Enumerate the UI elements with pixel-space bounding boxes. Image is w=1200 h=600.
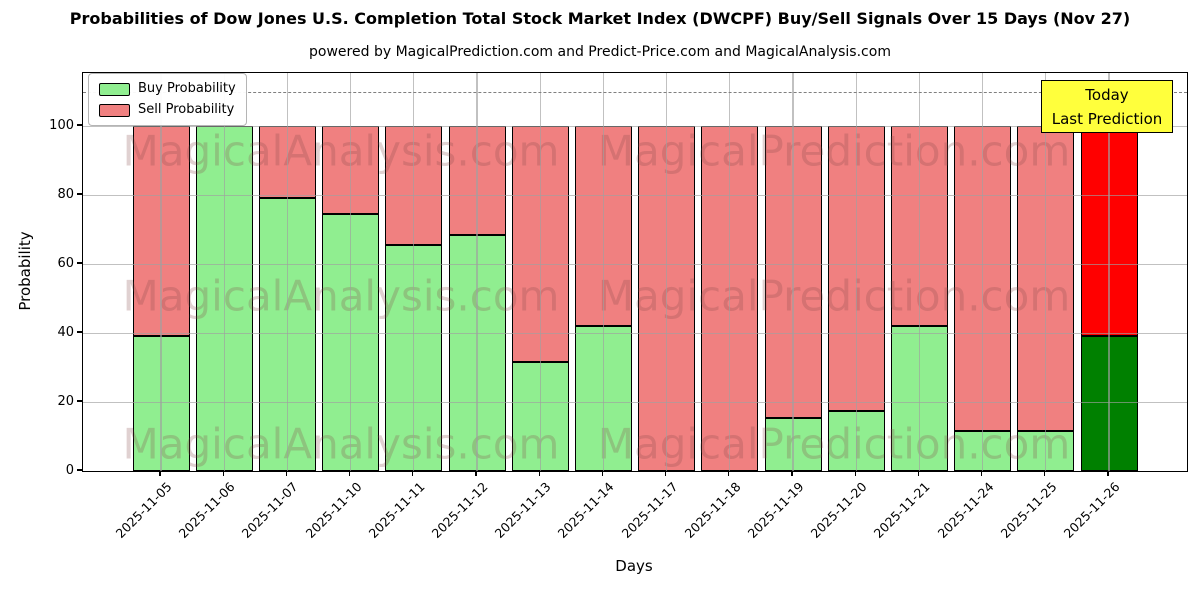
legend-swatch-buy-icon [99,82,130,96]
legend-label-buy: Buy Probability [138,81,236,96]
legend-swatch-sell-icon [99,103,130,117]
x-tick-label: 2025-11-24 [934,479,997,541]
x-tick-mark [348,471,351,477]
x-tick-label: 2025-11-05 [112,479,175,541]
x-tick-label: 2025-11-14 [555,479,617,541]
legend-label-sell: Sell Probability [138,102,235,117]
x-tick-mark [412,471,414,477]
legend: Buy Probability Sell Probability [88,73,247,126]
chart-title: Probabilities of Dow Jones U.S. Completi… [69,9,1131,28]
x-tick-mark [791,471,793,477]
watermark-text: MagicalAnalysis.com [122,126,560,176]
v-gridline [350,73,352,471]
x-tick-mark [917,471,920,477]
x-tick-mark [159,471,161,477]
v-gridline [666,73,668,471]
v-gridline [729,73,731,471]
y-tick-label: 20 [57,393,74,409]
watermark-text: MagicalPrediction.com [597,271,1071,321]
y-tick-mark [76,262,82,264]
legend-item-sell: Sell Probability [99,102,236,118]
v-gridline [160,73,162,471]
x-tick-mark [664,471,667,477]
x-tick-label: 2025-11-07 [239,479,301,541]
y-tick-label: 100 [49,117,74,133]
y-tick-mark [76,400,82,402]
x-tick-label: 2025-11-20 [807,479,870,541]
x-tick-mark [854,471,856,477]
v-gridline [982,73,984,471]
v-gridline [1045,73,1047,471]
x-tick-mark [601,471,604,477]
y-tick-mark [76,331,82,333]
v-gridline [539,73,541,471]
y-tick-mark [76,469,82,471]
v-gridline [476,73,478,471]
h-gridline [83,126,1187,128]
watermark-text: MagicalAnalysis.com [122,271,560,321]
x-tick-mark [222,471,224,477]
v-gridline [602,73,604,471]
y-tick-mark [76,193,82,195]
x-tick-label: 2025-11-11 [365,479,428,541]
x-tick-mark [538,471,540,477]
watermark-text: MagicalPrediction.com [597,419,1071,469]
x-tick-label: 2025-11-06 [175,479,238,541]
v-gridline [1108,73,1110,471]
watermark-text: MagicalAnalysis.com [122,419,560,469]
x-tick-label: 2025-11-13 [491,479,554,541]
x-tick-mark [1107,471,1109,477]
dashed-reference-line [83,91,1187,93]
v-gridline [413,73,415,471]
x-axis-label: Days [615,557,653,575]
x-tick-mark [980,471,983,477]
h-gridline [83,402,1187,404]
today-annotation-line2: Last Prediction [1051,109,1163,128]
watermark-text: MagicalPrediction.com [597,126,1071,176]
h-gridline [83,264,1187,266]
x-tick-label: 2025-11-19 [744,479,807,541]
x-tick-mark [475,471,477,477]
v-gridline [855,73,857,471]
y-tick-label: 80 [57,186,74,202]
x-tick-label: 2025-11-17 [618,479,681,541]
y-tick-label: 40 [57,324,74,340]
today-annotation: Today Last Prediction [1041,80,1173,133]
x-tick-label: 2025-11-12 [428,479,491,541]
h-gridline [83,195,1187,197]
today-annotation-line1: Today [1085,85,1129,104]
x-tick-mark [285,471,288,477]
y-tick-mark [76,124,82,126]
x-tick-label: 2025-11-21 [871,479,933,541]
v-gridline [286,73,288,471]
h-gridline [83,333,1187,335]
legend-item-buy: Buy Probability [99,81,236,97]
v-gridline [792,73,794,471]
v-gridline [223,73,225,471]
x-tick-mark [1044,471,1046,477]
v-gridline [918,73,920,471]
x-tick-mark [728,471,730,477]
y-tick-label: 0 [65,462,74,478]
x-tick-label: 2025-11-10 [302,479,365,541]
chart-subtitle: powered by MagicalPrediction.com and Pre… [309,44,891,60]
y-tick-label: 60 [57,255,74,271]
plot-area: MagicalAnalysis.com MagicalPrediction.com… [82,72,1188,472]
x-tick-label: 2025-11-18 [681,479,744,541]
x-tick-label: 2025-11-25 [997,479,1060,541]
x-tick-label: 2025-11-26 [1060,479,1123,541]
